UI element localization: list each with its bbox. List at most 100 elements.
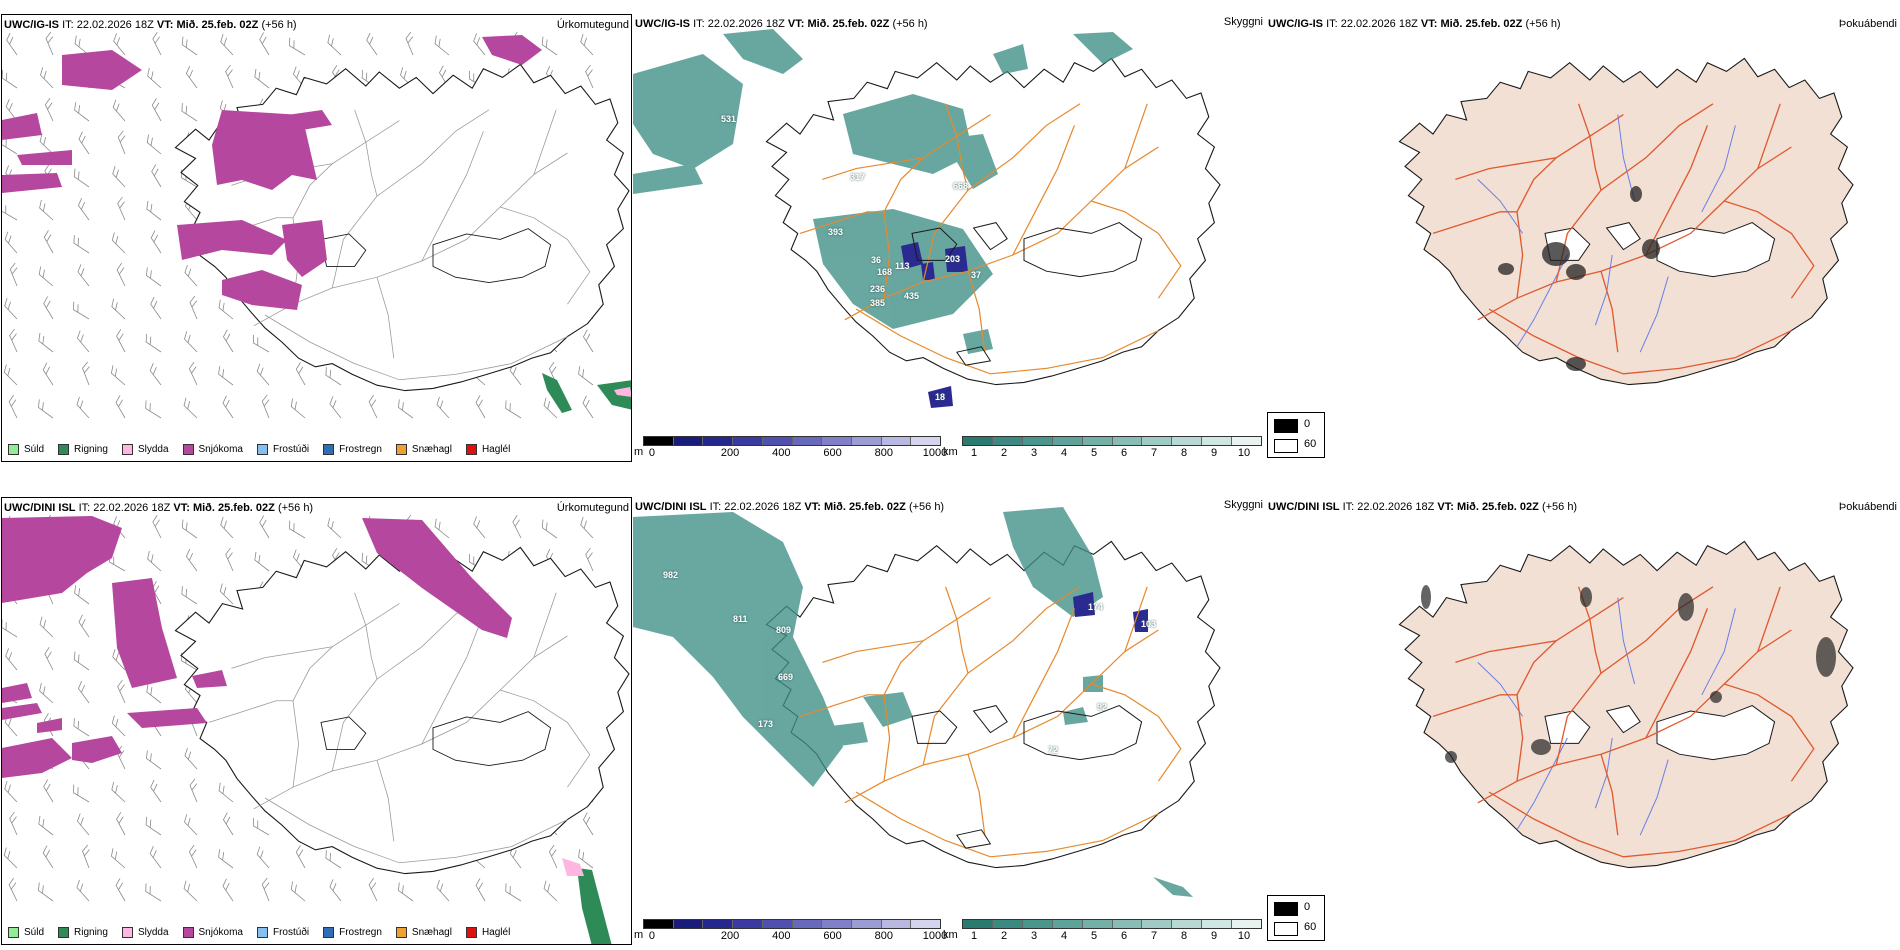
- ceiling-value-label: 72: [1048, 745, 1059, 755]
- wind-barb: [74, 585, 90, 605]
- wind-barb: [582, 329, 594, 353]
- panel-product-name: Skyggni: [1223, 16, 1263, 28]
- low-visibility-areas: [633, 507, 1193, 897]
- visibility-colorbar: 1 2 3 4 5 6 7 8 9 10: [962, 436, 1262, 460]
- colorbar-tick-label: 200: [720, 447, 740, 459]
- wind-barb: [218, 849, 234, 869]
- legend-swatch: [121, 444, 133, 455]
- wind-barb: [295, 845, 306, 869]
- ceiling-value-label: 385: [870, 298, 886, 308]
- wind-barb: [39, 682, 54, 704]
- wind-barb: [327, 517, 342, 539]
- wind-barb: [181, 519, 198, 539]
- wind-barb: [218, 366, 234, 386]
- legend-label: Súld: [24, 444, 45, 455]
- wind-barb: [290, 881, 306, 902]
- fog-patches: [1421, 585, 1836, 763]
- legend-item: Snjókoma: [182, 444, 243, 455]
- ceiling-value-label: 669: [778, 672, 794, 682]
- legend-swatch: [58, 927, 70, 938]
- wind-barb: [473, 516, 486, 539]
- very-low-ceiling: [1073, 592, 1148, 632]
- wind-barb: [289, 37, 306, 56]
- wind-barb: [76, 330, 90, 353]
- colorbar-segment: [1022, 437, 1053, 445]
- fog-swatch-bottom: [1274, 439, 1298, 453]
- legend-label: Haglél: [481, 927, 511, 938]
- colorbar-segment: [644, 437, 674, 445]
- wind-barb: [113, 33, 126, 56]
- ceiling-value-label: 173: [758, 719, 774, 729]
- panel-product-name: Úrkomutegund: [556, 502, 629, 514]
- legend-swatch: [182, 444, 194, 455]
- precip-type-panel-ig: UWC/IG-IS IT: 22.02.2026 18Z VT: Mið. 25…: [1, 14, 632, 462]
- wind-barb: [74, 35, 90, 56]
- wind-barb: [188, 844, 198, 869]
- visibility-map-ig: [633, 29, 1221, 408]
- wind-barb: [38, 815, 54, 836]
- panel-product-name: Úrkomutegund: [556, 19, 629, 31]
- wind-barb: [225, 64, 234, 89]
- wind-barb: [78, 131, 90, 155]
- wind-barb: [73, 301, 90, 320]
- colorbar-segment: [1172, 920, 1203, 928]
- colorbar-segment: [1172, 437, 1203, 445]
- ceiling-value-label: 92: [1097, 702, 1108, 712]
- ceiling-value-label: 103: [1141, 619, 1157, 629]
- wind-barb: [117, 196, 126, 221]
- wind-barb: [259, 515, 270, 539]
- legend-swatch: [256, 927, 268, 938]
- wind-barb: [73, 718, 90, 737]
- wind-barb: [398, 882, 414, 902]
- colorbar-tick-label: 6: [1120, 447, 1128, 459]
- colorbar-segment: [881, 920, 912, 928]
- fog-index-panel-dini: UWC/DINI ISL IT: 22.02.2026 18Z VT: Mið.…: [1266, 497, 1900, 937]
- colorbar-tick-label: 7: [1150, 447, 1158, 459]
- wind-barb: [2, 69, 18, 89]
- wind-barb: [77, 264, 90, 287]
- colorbar-segment: [992, 437, 1023, 445]
- wind-barb: [110, 848, 126, 869]
- rain-areas: [542, 373, 631, 413]
- precip-map-dini: [2, 514, 630, 944]
- colorbar-segment: [733, 437, 763, 445]
- legend-label: Frostregn: [339, 927, 382, 938]
- wind-barb: [254, 551, 270, 572]
- panel-title: UWC/IG-IS IT: 22.02.2026 18Z VT: Mið. 25…: [4, 19, 297, 31]
- wind-barb: [111, 232, 126, 254]
- wind-barb: [585, 64, 594, 89]
- colorbar-segment: [822, 437, 852, 445]
- colorbar-strip: [962, 919, 1262, 929]
- wind-barb: [146, 200, 162, 221]
- wind-barb: [39, 616, 54, 638]
- ceiling-value-label: 811: [733, 614, 748, 624]
- wind-barb: [256, 846, 270, 869]
- ceiling-value-label: 317: [850, 172, 866, 182]
- wind-barb: [42, 845, 54, 869]
- wind-barb: [184, 264, 198, 287]
- wind-barb: [9, 811, 18, 836]
- colorbar-segment: [762, 437, 793, 445]
- visibility-panel-ig: UWC/IG-IS IT: 22.02.2026 18Z VT: Mið. 25…: [633, 14, 1265, 462]
- wind-barb: [368, 877, 378, 902]
- panel-product-name: Skyggni: [1223, 499, 1263, 511]
- wind-barb: [112, 99, 126, 122]
- colorbar-segment: [851, 437, 882, 445]
- wind-barb: [184, 814, 198, 836]
- ceiling-value-label: 174: [1088, 602, 1104, 612]
- ceiling-value-label: 531: [721, 114, 737, 124]
- legend-item: Frostúði: [256, 444, 309, 455]
- panel-product-name: Þokuábendi: [1838, 18, 1897, 30]
- wind-barb: [578, 849, 594, 869]
- colorbar-tick-label: 1: [970, 447, 978, 459]
- wind-barb: [289, 520, 306, 539]
- colorbar-segment: [851, 920, 882, 928]
- colorbar-segment: [792, 920, 823, 928]
- colorbar-segment: [1112, 437, 1143, 445]
- ceiling-value-label: 809: [776, 625, 792, 635]
- wind-barb: [39, 133, 54, 155]
- wind-barb: [39, 199, 54, 221]
- colorbar-tick-label: 4: [1060, 930, 1068, 942]
- wind-barb: [150, 779, 162, 803]
- wind-barb: [222, 878, 234, 902]
